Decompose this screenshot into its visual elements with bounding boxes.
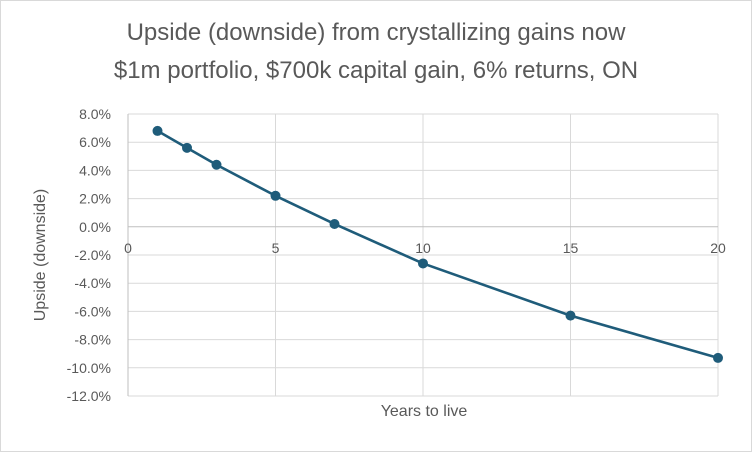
x-tick-label: 20 — [710, 240, 726, 256]
y-tick-label: 8.0% — [79, 106, 111, 122]
x-axis-title: Years to live — [380, 403, 468, 420]
y-tick-label: -8.0% — [74, 332, 111, 348]
y-tick-label: -4.0% — [74, 275, 111, 291]
axes — [127, 114, 718, 396]
y-tick-label: 6.0% — [79, 134, 111, 150]
data-point — [211, 159, 222, 170]
chart-title: Upside (downside) from crystallizing gai… — [126, 19, 626, 46]
y-tick-label: -2.0% — [74, 247, 111, 263]
data-point — [329, 218, 340, 229]
data-point — [713, 352, 723, 363]
y-tick-label: 4.0% — [79, 162, 111, 178]
x-tick-label: 0 — [124, 240, 132, 256]
tick-labels: 8.0% 6.0% 4.0% 2.0% 0.0% -2.0% -4.0% -6.0% -8.0%… — [67, 106, 726, 404]
data-point — [152, 125, 163, 136]
y-tick-label: 2.0% — [79, 191, 111, 207]
x-tick-label: 15 — [563, 240, 579, 256]
data-point — [182, 142, 192, 153]
y-tick-label: -12.0% — [67, 388, 111, 404]
y-tick-label: 0.0% — [79, 219, 111, 235]
series-line — [156, 129, 719, 360]
data-series — [152, 125, 723, 363]
y-tick-label: -10.0% — [67, 360, 111, 376]
data-point — [270, 190, 281, 201]
y-tick-label: -6.0% — [74, 303, 111, 319]
x-tick-label: 5 — [272, 240, 280, 256]
data-point — [418, 258, 428, 269]
data-point — [565, 310, 576, 321]
chart-subtitle: $1m portfolio, $700k capital gain, 6% re… — [113, 57, 639, 84]
y-axis-title: Upside (downside) — [32, 188, 49, 322]
x-tick-label: 10 — [415, 240, 431, 256]
